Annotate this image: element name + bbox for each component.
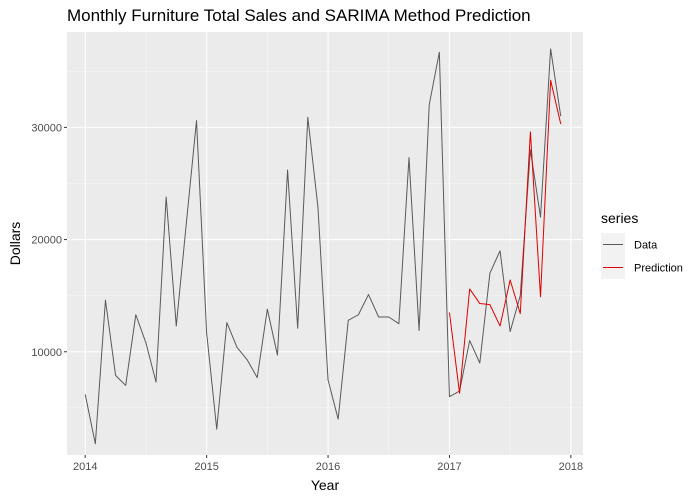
legend-label-data: Data: [634, 240, 658, 252]
y-axis-title: Dollars: [7, 222, 23, 266]
x-tick-label: 2015: [194, 461, 218, 473]
x-tick-label: 2018: [559, 461, 583, 473]
series-lines: [84, 48, 562, 445]
x-axis: 2014 2015 2016 2017 2018: [73, 455, 583, 473]
plot-panel: [67, 32, 583, 455]
x-tick-label: 2014: [73, 461, 97, 473]
x-axis-title: Year: [311, 477, 340, 493]
x-tick-label: 2016: [316, 461, 340, 473]
legend-label-prediction: Prediction: [634, 263, 683, 275]
x-tick-label: 2017: [437, 461, 461, 473]
legend-title: series: [601, 210, 638, 226]
legend: series Data Prediction: [601, 210, 683, 279]
series-line-data: [84, 48, 562, 445]
chart-title: Monthly Furniture Total Sales and SARIMA…: [67, 6, 531, 25]
y-tick-label: 20000: [31, 235, 62, 247]
y-axis: 10000 20000 30000: [31, 122, 67, 359]
minor-gridlines: [67, 32, 583, 455]
series-line-prediction: [448, 79, 562, 394]
y-tick-label: 30000: [31, 122, 62, 134]
y-tick-label: 10000: [31, 347, 62, 359]
